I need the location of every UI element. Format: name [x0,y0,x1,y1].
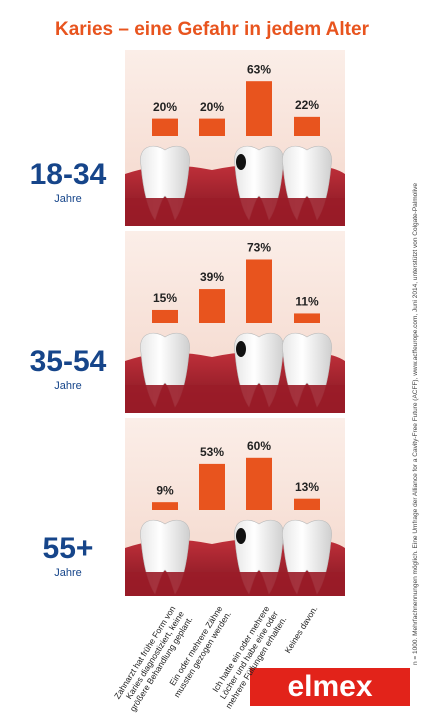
bar [199,463,225,510]
footnote: n = 1000. Mehrfachnennungen möglich. Ein… [412,182,419,665]
age-unit: Jahre [54,380,82,392]
age-group: 55+ [43,532,94,565]
bar [294,116,320,136]
bar [246,457,272,510]
value-label: 22% [295,98,319,112]
cavity [236,528,246,544]
bar [294,498,320,510]
bar [199,289,225,323]
value-label: 13% [295,480,319,494]
value-label: 73% [247,241,271,255]
bar [246,259,272,323]
bar [152,502,178,510]
bar [152,118,178,136]
value-label: 11% [295,295,319,309]
gum-front [125,198,345,226]
value-label: 60% [247,439,271,453]
title: Karies – eine Gefahr in jedem Alter [55,19,370,40]
age-unit: Jahre [54,567,82,579]
age-group: 18-34 [30,158,107,191]
bar [246,81,272,136]
gum-front [125,385,345,413]
bar [294,313,320,323]
value-label: 20% [200,100,224,114]
cavity [236,154,246,170]
age-group: 35-54 [30,345,107,378]
value-label: 9% [156,483,174,497]
brand: elmex [287,670,372,703]
value-label: 20% [153,100,177,114]
logo-box [250,668,410,706]
bar [152,309,178,323]
bar [199,118,225,136]
value-label: 53% [200,445,224,459]
cavity [236,341,246,357]
value-label: 63% [247,62,271,76]
value-label: 15% [153,291,177,305]
gum-front [125,572,345,596]
age-unit: Jahre [54,193,82,205]
value-label: 39% [200,270,224,284]
